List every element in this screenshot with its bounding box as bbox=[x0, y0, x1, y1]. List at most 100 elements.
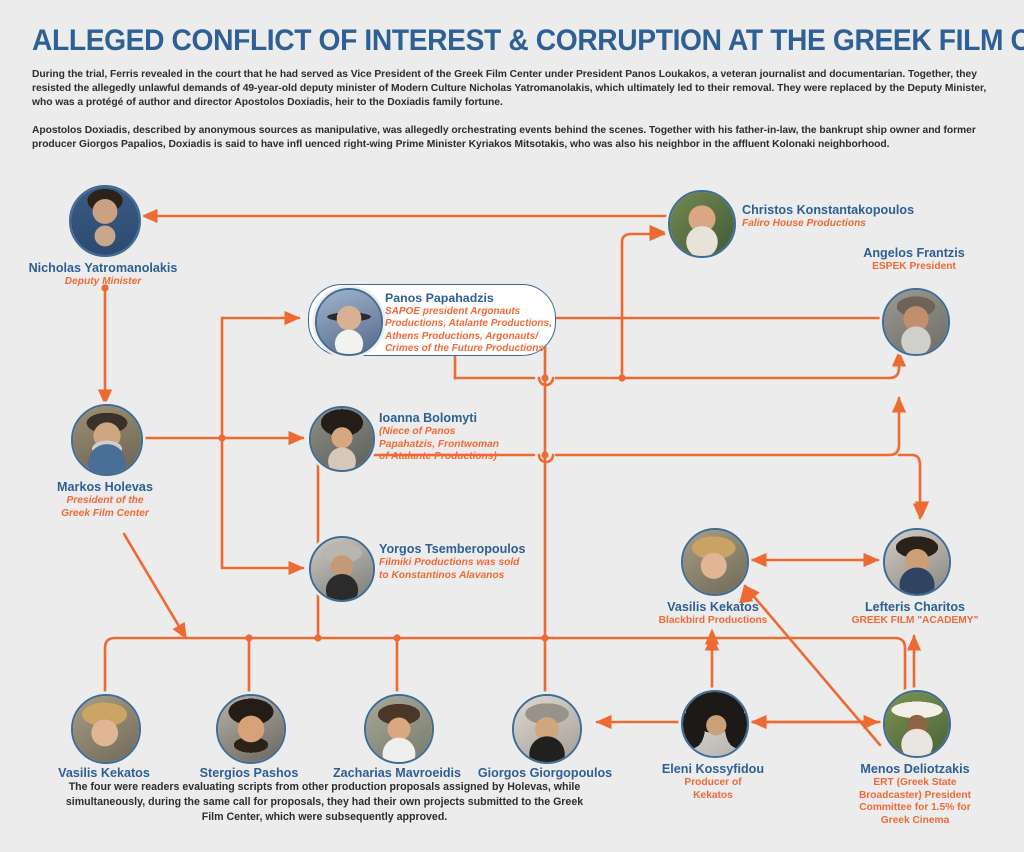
node-name: Nicholas Yatromanolakis bbox=[28, 261, 178, 275]
node-name: Vasilis Kekatos bbox=[667, 600, 759, 614]
avatar-kekatos-bottom[interactable] bbox=[71, 694, 141, 764]
node-giorgopoulos[interactable]: Giorgos Giorgopoulos bbox=[478, 694, 612, 780]
node-role-line-1: (Niece of Panos bbox=[379, 426, 456, 437]
node-papahadzis[interactable]: Panos Papahadzis SAPOE president Argonau… bbox=[308, 284, 556, 356]
node-name: Ioanna Bolomyti bbox=[379, 411, 477, 425]
node-konstantakopoulos[interactable]: Christos Konstantakopoulos Faliro House … bbox=[668, 190, 914, 258]
node-pashos[interactable]: Stergios Pashos bbox=[200, 694, 298, 780]
node-role: Faliro House Productions bbox=[742, 218, 866, 229]
node-role-line-1: SAPOE president Argonauts bbox=[385, 306, 521, 317]
node-role-line-1: ERT (Greek State bbox=[873, 777, 957, 788]
node-name: Vasilis Kekatos bbox=[58, 766, 150, 780]
avatar-giorgopoulos[interactable] bbox=[512, 694, 582, 764]
avatar-holevas[interactable] bbox=[71, 404, 143, 476]
node-tsemberopoulos[interactable]: Yorgos Tsemberopoulos Filmiki Production… bbox=[309, 536, 525, 602]
avatar-image bbox=[885, 530, 949, 594]
label-kekatos-mid: Vasilis Kekatos Blackbird Productions bbox=[641, 600, 785, 628]
avatar-bolomyti[interactable] bbox=[309, 406, 375, 472]
avatar-image bbox=[311, 538, 373, 600]
node-role: Blackbird Productions bbox=[658, 615, 768, 626]
label-giorgopoulos: Giorgos Giorgopoulos bbox=[472, 766, 618, 781]
node-role-line-2: to Konstantinos Alavanos bbox=[379, 569, 505, 581]
intro-paragraph-2: Apostolos Doxiadis, described by anonymo… bbox=[32, 125, 976, 151]
node-role-line-4: Greek Cinema bbox=[880, 814, 950, 826]
avatar-image bbox=[514, 696, 580, 762]
node-frantzis[interactable]: Angelos Frantzis ESPEK President bbox=[863, 246, 965, 356]
wire-455-to-charitos bbox=[914, 501, 930, 518]
avatar-yatromanolakis[interactable] bbox=[69, 185, 141, 257]
node-holevas[interactable]: Markos Holevas President of the Greek Fi… bbox=[57, 404, 153, 519]
node-bolomyti[interactable]: Ioanna Bolomyti (Niece of Panos Papahatz… bbox=[309, 406, 499, 472]
node-role-line-2: Kekatos bbox=[693, 789, 733, 801]
wire-holevas-to-tsemberopoulos bbox=[220, 436, 305, 576]
node-name: Yorgos Tsemberopoulos bbox=[379, 542, 526, 556]
node-role-line-4: Crimes of the Future Productions bbox=[385, 342, 544, 354]
avatar-mavroeidis[interactable] bbox=[364, 694, 434, 764]
wire-holevas-to-bottom-bus bbox=[122, 532, 188, 640]
avatar-tsemberopoulos[interactable] bbox=[309, 536, 375, 602]
node-role-line-1: Producer of bbox=[684, 777, 742, 788]
node-role-line-2: Papahatzis, Frontwoman bbox=[379, 438, 500, 450]
node-kekatos-bottom[interactable]: Vasilis Kekatos bbox=[58, 694, 150, 780]
avatar-deliotzakis[interactable] bbox=[883, 690, 951, 758]
wire-konstantakopoulos-feed bbox=[620, 226, 666, 380]
label-mavroeidis: Zacharias Mavroeidis bbox=[324, 766, 470, 781]
avatar-image bbox=[683, 530, 747, 594]
node-role-line-2: Productions, Atalante Productions, bbox=[385, 318, 552, 330]
label-pashos: Stergios Pashos bbox=[184, 766, 314, 781]
label-bolomyti: Ioanna Bolomyti (Niece of Panos Papahatz… bbox=[379, 411, 559, 464]
node-name: Zacharias Mavroeidis bbox=[332, 766, 462, 780]
label-tsemberopoulos: Yorgos Tsemberopoulos Filmiki Production… bbox=[379, 542, 579, 582]
label-frantzis: Angelos Frantzis ESPEK President bbox=[827, 246, 1001, 274]
label-holevas: Markos Holevas President of the Greek Fi… bbox=[29, 480, 181, 520]
node-role: GREEK FILM "ACADEMY" bbox=[851, 615, 979, 626]
avatar-charitos[interactable] bbox=[883, 528, 951, 596]
avatar-kossyfidou[interactable] bbox=[681, 690, 749, 758]
avatar-image bbox=[670, 192, 734, 256]
label-kossyfidou: Eleni Kossyfidou Producer of Kekatos bbox=[644, 762, 782, 802]
wire-to-konstantakopoulos-low bbox=[649, 224, 666, 240]
avatar-image bbox=[73, 696, 139, 762]
node-mavroeidis[interactable]: Zacharias Mavroeidis bbox=[333, 694, 461, 780]
avatar-papahadzis[interactable] bbox=[315, 288, 383, 356]
avatar-image bbox=[218, 696, 284, 762]
node-name: Christos Konstantakopoulos bbox=[742, 203, 915, 217]
avatar-image bbox=[311, 408, 373, 470]
node-name: Stergios Pashos bbox=[199, 766, 299, 780]
intro-paragraph-1: During the trial, Ferris revealed in the… bbox=[32, 69, 987, 109]
node-yatromanolakis[interactable]: Nicholas Yatromanolakis Deputy Minister bbox=[29, 185, 177, 287]
label-kekatos-bottom: Vasilis Kekatos bbox=[34, 766, 174, 781]
footnote-text: The four were readers evaluating scripts… bbox=[65, 781, 584, 823]
label-konstantakopoulos: Christos Konstantakopoulos Faliro House … bbox=[742, 203, 992, 231]
node-role: Deputy Minister bbox=[64, 276, 142, 287]
node-kekatos-mid[interactable]: Vasilis Kekatos Blackbird Productions bbox=[659, 528, 767, 626]
avatar-image bbox=[317, 290, 381, 354]
wire-hop-arc-3 bbox=[537, 376, 555, 387]
label-papahadzis: Panos Papahadzis SAPOE president Argonau… bbox=[385, 291, 555, 355]
node-charitos[interactable]: Lefteris Charitos GREEK FILM "ACADEMY" bbox=[852, 528, 978, 626]
wire-holevas-to-papahadzis bbox=[220, 310, 301, 440]
node-name: Panos Papahadzis bbox=[385, 291, 494, 305]
avatar-pashos[interactable] bbox=[216, 694, 286, 764]
node-name: Giorgos Giorgopoulos bbox=[477, 766, 613, 780]
node-kossyfidou[interactable]: Eleni Kossyfidou Producer of Kekatos bbox=[662, 690, 764, 801]
avatar-image bbox=[366, 696, 432, 762]
wire-to-charitos-top bbox=[897, 453, 928, 520]
node-name: Angelos Frantzis bbox=[863, 246, 965, 260]
wire-diagonal-to-kekatos bbox=[743, 584, 882, 747]
node-name: Eleni Kossyfidou bbox=[661, 762, 765, 776]
node-role-line-1: President of the bbox=[66, 495, 144, 506]
label-charitos: Lefteris Charitos GREEK FILM "ACADEMY" bbox=[841, 600, 989, 628]
node-deliotzakis[interactable]: Menos Deliotzakis ERT (Greek State Broad… bbox=[859, 690, 971, 826]
avatar-frantzis[interactable] bbox=[882, 288, 950, 356]
avatar-image bbox=[885, 692, 949, 756]
node-role-line-3: Athens Productions, Argonauts/ bbox=[385, 330, 538, 342]
node-role-line-3: of Atalante Productions) bbox=[379, 451, 497, 463]
avatar-image bbox=[71, 187, 139, 255]
wire-455-right-riser bbox=[554, 396, 907, 457]
node-name: Menos Deliotzakis bbox=[860, 762, 970, 776]
avatar-kekatos-mid[interactable] bbox=[681, 528, 749, 596]
wire-378-right bbox=[554, 350, 907, 380]
avatar-konstantakopoulos[interactable] bbox=[668, 190, 736, 258]
